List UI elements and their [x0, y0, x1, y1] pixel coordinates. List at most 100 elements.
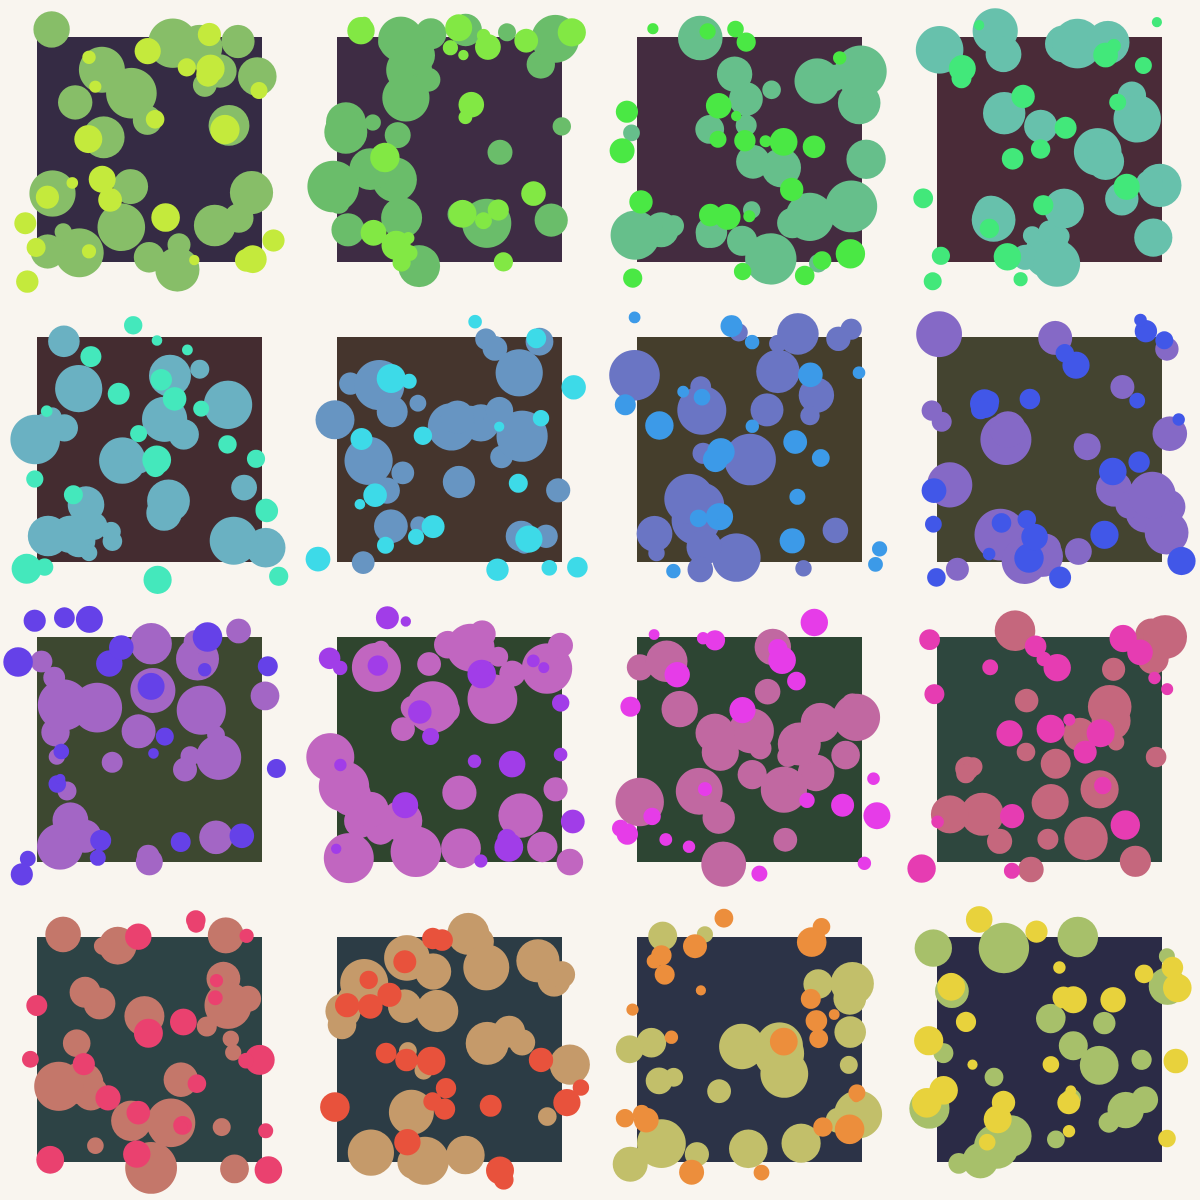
large-circle [391, 717, 415, 741]
accent-circle [526, 654, 540, 668]
accent-circle [912, 1088, 942, 1118]
accent-circle [907, 854, 936, 883]
large-circle [382, 74, 430, 122]
accent-circle [1172, 413, 1185, 426]
large-circle [55, 365, 103, 413]
large-circle [547, 632, 574, 659]
accent-circle [796, 927, 827, 957]
accent-circle [515, 525, 543, 553]
accent-circle [779, 528, 805, 554]
accent-circle [743, 210, 756, 223]
accent-circle [474, 854, 488, 868]
accent-circle [704, 630, 726, 651]
accent-circle [81, 244, 97, 259]
tile [307, 13, 586, 288]
accent-circle [1161, 683, 1174, 696]
large-circle [106, 67, 157, 119]
large-circle [442, 775, 477, 810]
accent-circle [458, 49, 469, 61]
large-circle [222, 1030, 239, 1048]
accent-circle [654, 964, 675, 985]
large-circle [180, 746, 201, 766]
accent-circle [74, 125, 103, 154]
accent-circle [1129, 392, 1146, 409]
large-circle [609, 350, 660, 401]
accent-circle [628, 311, 641, 324]
accent-circle [88, 165, 116, 193]
accent-circle [155, 727, 174, 746]
large-circle [409, 394, 427, 412]
large-circle [69, 976, 101, 1008]
accent-circle [54, 607, 75, 629]
accent-circle [1059, 986, 1087, 1014]
accent-circle [973, 20, 985, 31]
accent-circle [254, 1156, 283, 1184]
accent-circle [768, 646, 796, 674]
accent-circle [1021, 523, 1048, 551]
accent-circle [63, 485, 83, 505]
accent-circle [1025, 920, 1048, 943]
accent-circle [991, 513, 1012, 533]
accent-circle [696, 632, 710, 645]
accent-circle [951, 68, 972, 89]
accent-circle [626, 1003, 639, 1016]
large-circle [465, 1021, 509, 1065]
accent-circle [244, 1044, 275, 1075]
large-circle [1119, 845, 1151, 877]
large-circle [347, 1129, 394, 1176]
accent-circle [645, 411, 674, 440]
accent-circle [780, 177, 804, 202]
accent-circle [646, 953, 662, 969]
large-circle [130, 623, 172, 665]
accent-circle [1030, 139, 1051, 159]
large-circle [327, 191, 350, 214]
accent-circle [1151, 17, 1162, 28]
large-circle [985, 36, 1022, 73]
accent-circle [716, 516, 729, 529]
accent-circle [800, 608, 828, 637]
accent-circle [714, 203, 741, 230]
large-circle [440, 400, 475, 434]
accent-circle [177, 58, 196, 77]
large-circle [97, 203, 146, 251]
large-circle [226, 618, 252, 644]
accent-circle [305, 546, 331, 572]
large-circle [777, 207, 808, 239]
accent-circle [927, 568, 946, 587]
large-circle [207, 917, 244, 954]
large-circle [45, 916, 81, 953]
accent-circle [151, 203, 180, 232]
large-circle [701, 733, 739, 771]
accent-circle [648, 629, 660, 640]
tile-square [937, 937, 1162, 1162]
large-circle [148, 480, 186, 518]
tile [10, 316, 289, 595]
accent-circle [705, 93, 732, 119]
accent-circle [408, 700, 432, 724]
accent-circle [422, 927, 444, 950]
accent-circle [733, 262, 752, 281]
large-circle [623, 124, 640, 142]
accent-circle [745, 419, 759, 433]
large-circle [1145, 746, 1167, 768]
large-circle [99, 437, 146, 484]
accent-circle [376, 364, 406, 393]
large-circle [736, 144, 770, 179]
accent-circle [53, 743, 70, 760]
accent-circle [23, 609, 46, 632]
accent-circle [377, 982, 402, 1007]
tile [305, 314, 588, 581]
accent-circle [1003, 862, 1020, 879]
accent-circle [442, 40, 458, 56]
large-circle [190, 359, 210, 379]
accent-circle [493, 252, 513, 272]
large-circle [781, 1123, 821, 1163]
large-circle [498, 23, 516, 42]
accent-circle [751, 865, 768, 882]
large-circle [822, 517, 849, 544]
tile [306, 606, 585, 884]
accent-circle [794, 265, 815, 286]
large-circle [136, 844, 160, 868]
accent-circle [799, 792, 815, 808]
large-circle [636, 515, 673, 552]
